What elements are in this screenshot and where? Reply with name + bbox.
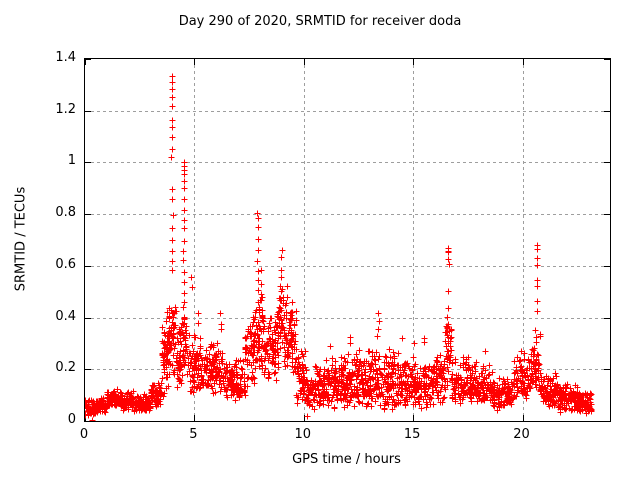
chart-title: Day 290 of 2020, SRMTID for receiver dod… — [178, 14, 462, 29]
plot-area — [84, 58, 611, 422]
y-tick-label: 0.8 — [55, 205, 76, 221]
x-axis-title: GPS time / hours — [292, 452, 401, 467]
y-tick-label: 0.6 — [55, 256, 76, 272]
scatter-canvas — [85, 59, 610, 421]
y-axis-title: SRMTID / TECUs — [13, 186, 29, 292]
x-tick-label: 10 — [294, 427, 312, 442]
grid-lines — [85, 59, 610, 421]
y-tick-label: 0 — [67, 412, 76, 427]
y-tick-label: 0.2 — [55, 360, 76, 376]
y-tick-label: 1.2 — [55, 101, 76, 117]
x-tick-label: 15 — [403, 427, 421, 442]
y-tick-label: 1.4 — [55, 50, 76, 65]
x-tick-label: 5 — [189, 427, 198, 442]
x-tick-label: 20 — [513, 427, 530, 442]
x-tick-label: 0 — [79, 427, 89, 442]
y-tick-label: 1 — [67, 153, 76, 169]
y-tick-label: 0.4 — [55, 308, 76, 324]
scatter-points — [85, 73, 595, 421]
